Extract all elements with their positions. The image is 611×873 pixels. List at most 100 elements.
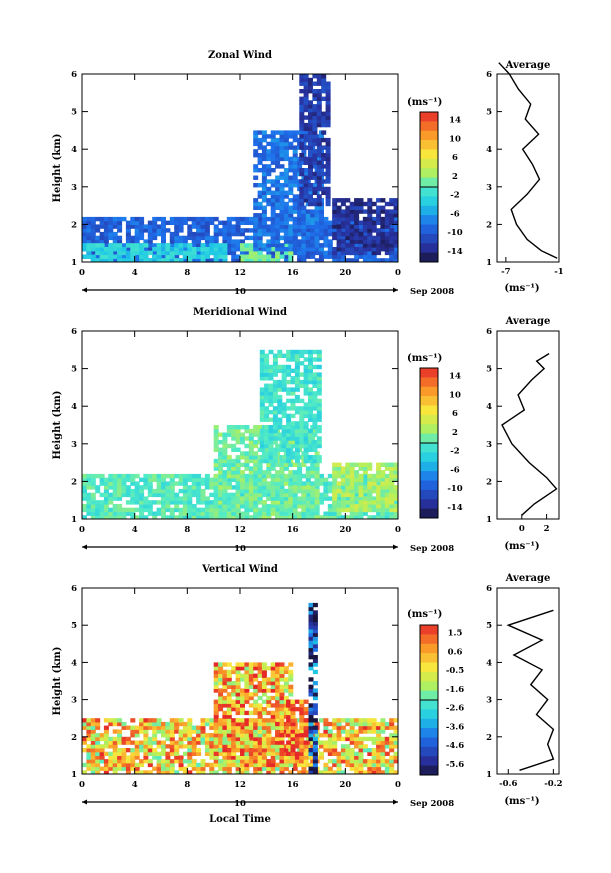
heatmap-cell (349, 507, 355, 513)
heatmap-cell (275, 216, 281, 222)
heatmap-cell (257, 156, 263, 162)
heatmap-cell (226, 216, 232, 222)
heatmap-cell (380, 755, 386, 760)
heatmap-cell (187, 228, 193, 233)
heatmap-cell (196, 500, 202, 505)
heatmap-cell (297, 137, 303, 143)
heatmap-cell (213, 224, 219, 229)
heatmap-cell (182, 511, 188, 516)
heatmap-cell (349, 201, 355, 207)
heatmap-cell (99, 250, 105, 256)
heatmap-cell (380, 198, 386, 203)
heatmap-cell (389, 470, 395, 475)
profile-frame (496, 330, 560, 520)
heatmap-cell (253, 684, 259, 689)
heatmap-cell (134, 507, 140, 513)
heatmap-cell (112, 258, 118, 262)
heatmap-cell (253, 164, 259, 169)
heatmap-cell (147, 725, 153, 730)
heatmap-cell (299, 171, 305, 177)
heatmap-cell (147, 718, 153, 723)
heatmap-cell (336, 247, 342, 252)
heatmap-cell (319, 755, 324, 760)
heatmap-cell (226, 228, 232, 233)
heatmap-cell (244, 258, 250, 262)
heatmap-cell (290, 425, 296, 430)
heatmap-cell (384, 213, 390, 218)
heatmap-cell (257, 477, 263, 482)
heatmap-cell (174, 744, 180, 749)
y-tick-label: 1 (71, 515, 77, 525)
heatmap-cell (218, 440, 224, 445)
heatmap-cell (376, 470, 382, 475)
heatmap-cell (327, 496, 333, 501)
heatmap-cell (213, 751, 219, 756)
profile-y-tick-label: 5 (486, 365, 492, 375)
heatmap-cell (270, 462, 276, 467)
heatmap-cell (308, 89, 313, 94)
heatmap-cell (301, 216, 307, 222)
heatmap-cell (261, 247, 267, 252)
heatmap-cell (156, 744, 162, 749)
heatmap-cell (95, 500, 101, 505)
heatmap-cell (130, 473, 136, 479)
heatmap-cell (222, 258, 228, 262)
heatmap-cell (266, 504, 272, 509)
heatmap-cell (279, 500, 285, 505)
heatmap-cell (321, 137, 327, 143)
heatmap-cell (261, 515, 267, 519)
heatmap-cell (235, 762, 241, 768)
heatmap-cell (244, 677, 250, 682)
heatmap-cell (248, 721, 254, 727)
heatmap-cell (398, 512, 403, 516)
heatmap-cell (253, 488, 259, 494)
colorbar-segment (420, 414, 438, 425)
heatmap-cell (290, 748, 296, 753)
heatmap-cell (209, 725, 215, 730)
heatmap-cell (336, 205, 342, 210)
heatmap-cell (213, 725, 219, 730)
heatmap-cell (281, 387, 287, 392)
heatmap-cell (294, 353, 300, 358)
heatmap-cell (257, 247, 263, 252)
heatmap-cell (259, 440, 265, 445)
heatmap-cell (165, 751, 171, 756)
heatmap-cell (253, 220, 259, 225)
heatmap-cell (222, 247, 228, 252)
heatmap-cell (305, 209, 311, 214)
heatmap-cell (301, 511, 307, 516)
heatmap-cell (336, 504, 342, 509)
heatmap-cell (299, 721, 305, 727)
heatmap-cell (187, 740, 193, 745)
y-axis-label: Height (km) (52, 391, 63, 460)
heatmap-cell (139, 504, 145, 509)
heatmap-cell (299, 428, 305, 434)
heatmap-cell (178, 500, 184, 505)
heatmap-cell (156, 762, 162, 768)
heatmap-cell (354, 250, 360, 256)
heatmap-cell (235, 216, 241, 222)
heatmap-cell (376, 488, 382, 494)
heatmap-cell (305, 250, 311, 256)
heatmap-cell (259, 447, 265, 452)
heatmap-cell (354, 201, 360, 207)
heatmap-cell (191, 762, 197, 768)
heatmap-cell (384, 740, 390, 745)
heatmap-cell (130, 216, 136, 222)
heatmap-cell (178, 755, 184, 760)
heatmap-cell (165, 481, 171, 486)
heatmap-cell (253, 228, 259, 233)
heatmap-cell (294, 398, 300, 404)
heatmap-cell (398, 251, 403, 255)
heatmap-cell (161, 729, 166, 734)
heatmap-cell (275, 145, 281, 150)
heatmap-cell (253, 205, 259, 210)
heatmap-cell (156, 254, 162, 259)
heatmap-cell (275, 688, 281, 693)
heatmap-cell (301, 770, 307, 774)
heatmap-cell (200, 488, 206, 494)
heatmap-cell (389, 485, 395, 490)
heatmap-cell (261, 254, 267, 259)
heatmap-cell (257, 462, 263, 467)
heatmap-cell (200, 496, 206, 501)
